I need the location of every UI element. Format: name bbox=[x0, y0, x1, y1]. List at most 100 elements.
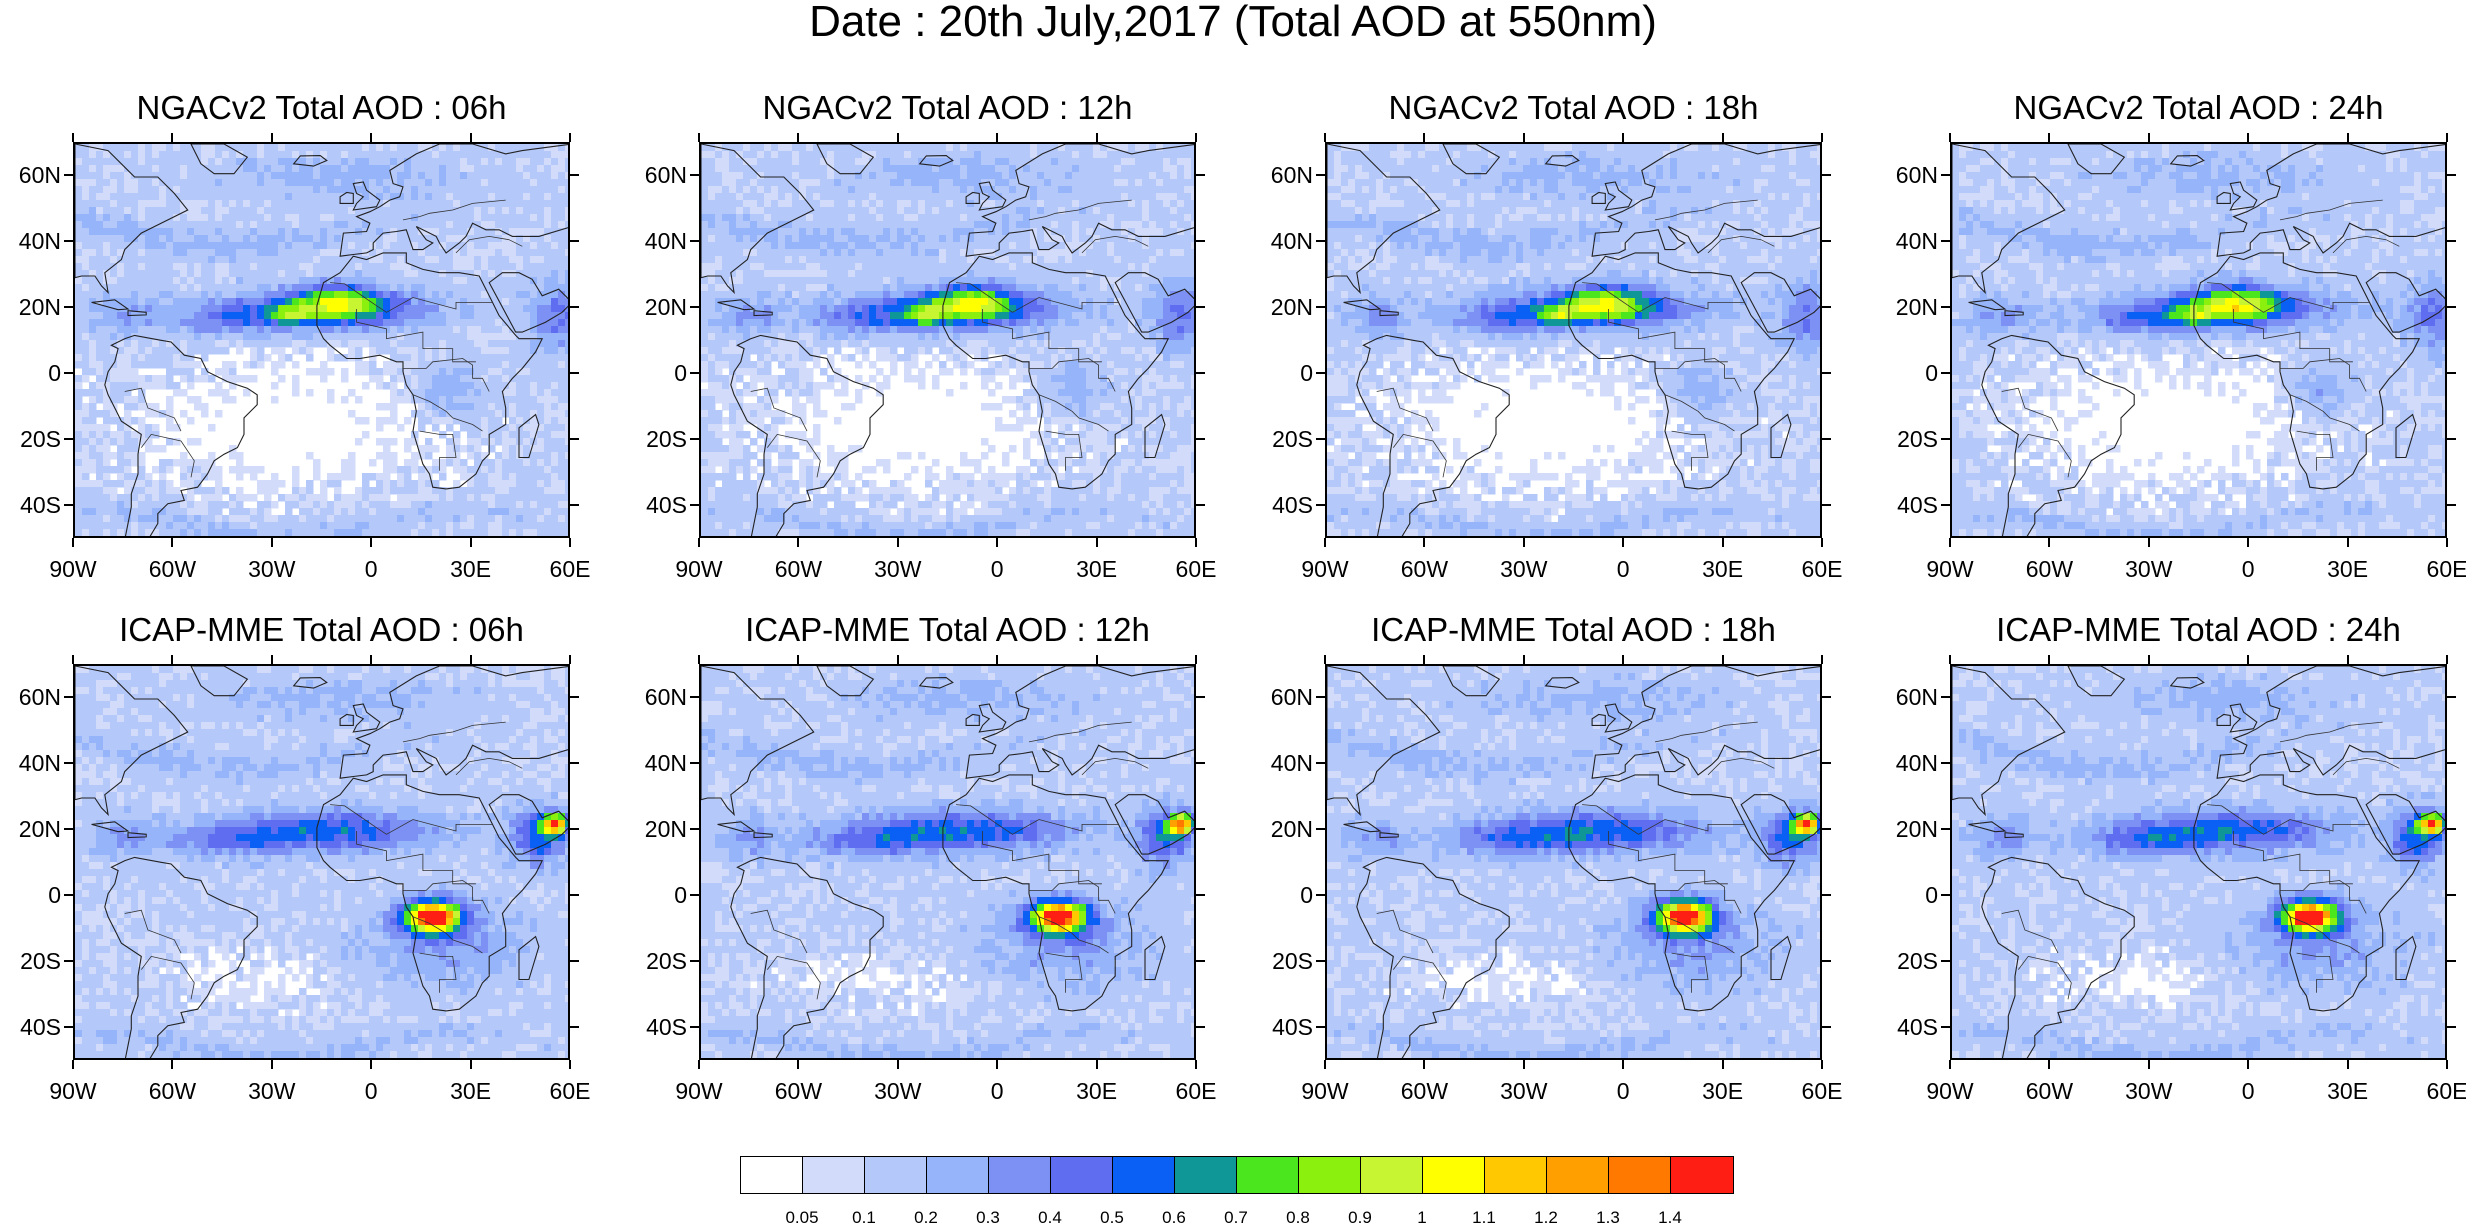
lon-tick bbox=[171, 538, 173, 547]
lon-tick bbox=[1523, 655, 1525, 664]
lat-tick-label: 40N bbox=[0, 750, 61, 776]
lat-tick bbox=[1941, 504, 1950, 506]
lat-tick bbox=[690, 828, 699, 830]
colorbar-label: 0.4 bbox=[1020, 1208, 1080, 1228]
lat-tick bbox=[690, 696, 699, 698]
lat-tick bbox=[690, 504, 699, 506]
colorbar-swatch bbox=[1670, 1156, 1734, 1194]
lon-tick bbox=[470, 133, 472, 142]
lat-tick bbox=[64, 438, 73, 440]
lat-tick bbox=[2447, 1026, 2456, 1028]
lon-tick-label: 60W bbox=[132, 1078, 212, 1104]
lon-tick bbox=[996, 655, 998, 664]
lon-tick bbox=[1722, 1060, 1724, 1069]
lat-tick-label: 20S bbox=[1243, 426, 1313, 452]
lat-tick bbox=[570, 696, 579, 698]
lat-tick bbox=[1316, 894, 1325, 896]
lat-tick bbox=[1822, 174, 1831, 176]
lon-tick bbox=[1096, 655, 1098, 664]
lat-tick-label: 40S bbox=[1868, 492, 1938, 518]
lon-tick-label: 0 bbox=[331, 556, 411, 582]
lon-tick bbox=[2148, 655, 2150, 664]
colorbar-label: 0.5 bbox=[1082, 1208, 1142, 1228]
lat-tick-label: 20S bbox=[1868, 426, 1938, 452]
aod-field bbox=[701, 666, 1196, 1060]
lat-tick-label: 0 bbox=[1868, 360, 1938, 386]
lon-tick-label: 30W bbox=[2109, 1078, 2189, 1104]
lat-tick bbox=[1196, 306, 1205, 308]
lat-tick bbox=[1196, 240, 1205, 242]
lat-tick bbox=[690, 438, 699, 440]
colorbar-swatch bbox=[1484, 1156, 1548, 1194]
lat-tick bbox=[1941, 894, 1950, 896]
lat-tick bbox=[64, 762, 73, 764]
lat-tick bbox=[1822, 372, 1831, 374]
lat-tick bbox=[570, 438, 579, 440]
lat-tick bbox=[64, 306, 73, 308]
lat-tick bbox=[570, 960, 579, 962]
colorbar-swatch bbox=[926, 1156, 990, 1194]
lon-tick bbox=[897, 538, 899, 547]
lon-tick-label: 60W bbox=[758, 1078, 838, 1104]
lat-tick bbox=[1316, 372, 1325, 374]
lat-tick bbox=[1196, 438, 1205, 440]
lon-tick bbox=[569, 133, 571, 142]
aod-map-panel bbox=[699, 142, 1196, 538]
lon-tick bbox=[1096, 1060, 1098, 1069]
lat-tick-label: 20N bbox=[617, 294, 687, 320]
aod-map-panel bbox=[1325, 664, 1822, 1060]
lon-tick bbox=[1949, 133, 1951, 142]
lat-tick-label: 20N bbox=[1243, 816, 1313, 842]
lon-tick bbox=[1423, 133, 1425, 142]
lat-tick-label: 20N bbox=[617, 816, 687, 842]
lat-tick bbox=[1316, 240, 1325, 242]
lat-tick-label: 60N bbox=[1868, 684, 1938, 710]
colorbar-swatch bbox=[1050, 1156, 1114, 1194]
lon-tick-label: 30E bbox=[1683, 1078, 1763, 1104]
lon-tick bbox=[996, 538, 998, 547]
colorbar-label: 0.8 bbox=[1268, 1208, 1328, 1228]
lat-tick bbox=[570, 372, 579, 374]
lon-tick bbox=[1622, 538, 1624, 547]
lat-tick-label: 40S bbox=[617, 492, 687, 518]
lat-tick-label: 0 bbox=[617, 882, 687, 908]
lat-tick bbox=[690, 894, 699, 896]
lon-tick bbox=[897, 1060, 899, 1069]
lon-tick bbox=[698, 538, 700, 547]
lat-tick-label: 20S bbox=[0, 426, 61, 452]
lon-tick bbox=[2048, 1060, 2050, 1069]
lat-tick-label: 40N bbox=[617, 228, 687, 254]
lat-tick bbox=[64, 828, 73, 830]
lat-tick-label: 0 bbox=[1243, 360, 1313, 386]
lon-tick bbox=[1821, 133, 1823, 142]
lon-tick bbox=[2446, 655, 2448, 664]
panel-title: NGACv2 Total AOD : 18h bbox=[1294, 90, 1854, 126]
lat-tick bbox=[1196, 894, 1205, 896]
lon-tick-label: 60W bbox=[132, 556, 212, 582]
lat-tick bbox=[2447, 828, 2456, 830]
lat-tick bbox=[690, 960, 699, 962]
lat-tick-label: 60N bbox=[0, 684, 61, 710]
aod-field bbox=[75, 144, 570, 538]
lon-tick-label: 60E bbox=[1782, 1078, 1862, 1104]
colorbar-label: 0.9 bbox=[1330, 1208, 1390, 1228]
lon-tick-label: 90W bbox=[33, 1078, 113, 1104]
lat-tick bbox=[2447, 438, 2456, 440]
lat-tick bbox=[2447, 504, 2456, 506]
lat-tick bbox=[1316, 960, 1325, 962]
lat-tick bbox=[1196, 1026, 1205, 1028]
lat-tick bbox=[1196, 696, 1205, 698]
lon-tick bbox=[171, 655, 173, 664]
lon-tick-label: 0 bbox=[2208, 1078, 2288, 1104]
lat-tick-label: 40N bbox=[617, 750, 687, 776]
lat-tick-label: 60N bbox=[617, 684, 687, 710]
lon-tick bbox=[2247, 1060, 2249, 1069]
lat-tick-label: 20S bbox=[617, 948, 687, 974]
lat-tick bbox=[570, 174, 579, 176]
lat-tick bbox=[1941, 438, 1950, 440]
colorbar-label: 0.7 bbox=[1206, 1208, 1266, 1228]
lat-tick bbox=[570, 762, 579, 764]
lon-tick bbox=[271, 1060, 273, 1069]
lon-tick bbox=[1949, 655, 1951, 664]
lon-tick bbox=[171, 133, 173, 142]
